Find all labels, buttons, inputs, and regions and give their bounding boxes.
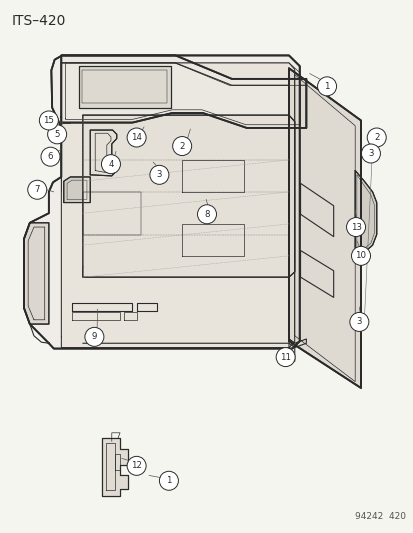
Polygon shape [24, 223, 49, 324]
Text: 3: 3 [367, 149, 373, 158]
Circle shape [369, 146, 374, 151]
Text: 14: 14 [131, 133, 142, 142]
Circle shape [317, 77, 336, 96]
Text: 15: 15 [43, 116, 54, 125]
Text: 3: 3 [356, 318, 361, 326]
Circle shape [346, 217, 365, 237]
Polygon shape [83, 115, 294, 277]
Circle shape [275, 348, 294, 367]
Text: ITS–420: ITS–420 [12, 14, 66, 28]
Polygon shape [24, 55, 299, 349]
Circle shape [28, 180, 47, 199]
Circle shape [159, 471, 178, 490]
Text: 10: 10 [355, 252, 366, 260]
Text: 3: 3 [156, 171, 162, 179]
Circle shape [127, 128, 146, 147]
Circle shape [349, 312, 368, 332]
Text: 2: 2 [373, 133, 379, 142]
Text: 9: 9 [92, 333, 97, 341]
Polygon shape [64, 177, 90, 203]
Text: 13: 13 [350, 223, 361, 231]
Text: 4: 4 [108, 160, 114, 168]
Circle shape [127, 456, 146, 475]
Polygon shape [102, 438, 128, 496]
Circle shape [41, 147, 60, 166]
Text: 8: 8 [204, 210, 209, 219]
Text: 7: 7 [34, 185, 40, 194]
Circle shape [366, 128, 385, 147]
Circle shape [39, 111, 58, 130]
Polygon shape [354, 171, 376, 256]
Circle shape [101, 155, 120, 174]
Text: 12: 12 [131, 462, 142, 470]
Text: 5: 5 [54, 130, 60, 139]
Circle shape [351, 246, 370, 265]
Text: 1: 1 [166, 477, 171, 485]
Text: 6: 6 [47, 152, 53, 161]
Text: 94242  420: 94242 420 [354, 512, 405, 521]
Polygon shape [90, 130, 116, 176]
Circle shape [172, 136, 191, 156]
Text: 2: 2 [179, 142, 185, 150]
Circle shape [150, 165, 169, 184]
Polygon shape [288, 68, 360, 388]
Text: 1: 1 [323, 82, 329, 91]
Circle shape [361, 144, 380, 163]
Circle shape [197, 205, 216, 224]
Circle shape [47, 125, 66, 144]
Polygon shape [61, 55, 306, 128]
Circle shape [85, 327, 104, 346]
Text: 11: 11 [280, 353, 290, 361]
Circle shape [352, 316, 357, 321]
Polygon shape [78, 66, 170, 108]
Polygon shape [61, 63, 294, 348]
